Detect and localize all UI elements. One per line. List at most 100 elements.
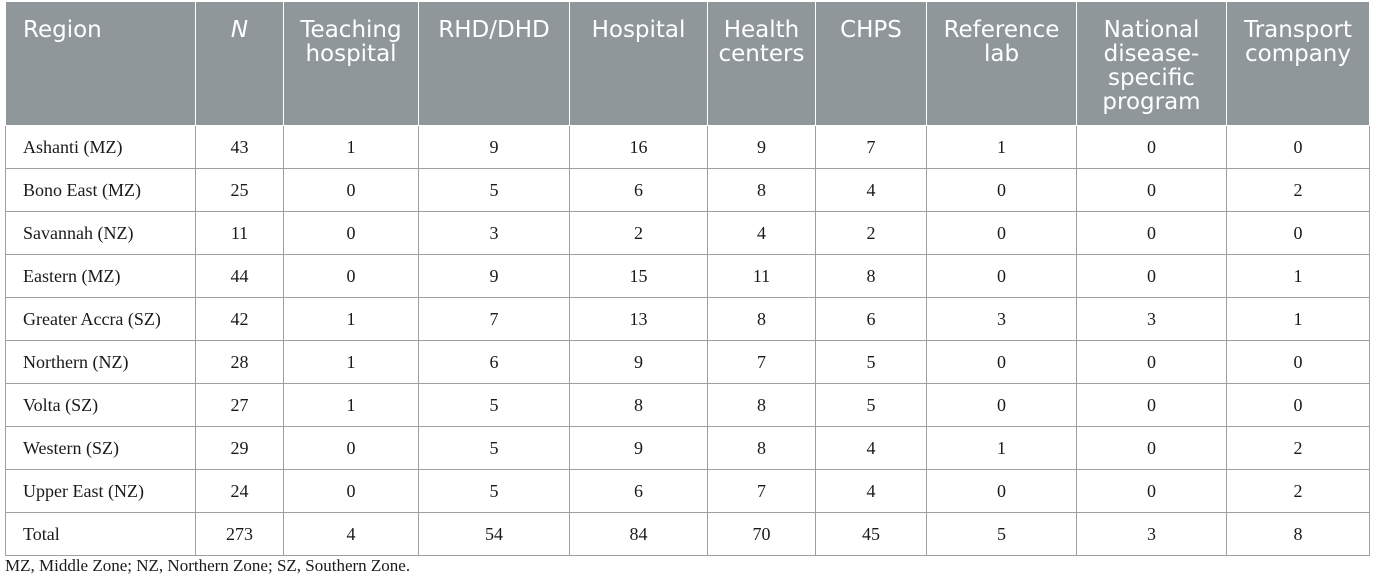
value-cell: 29	[195, 426, 284, 470]
value-cell: 5	[926, 512, 1077, 556]
value-cell: 0	[1076, 469, 1227, 513]
region-cell: Bono East (MZ)	[5, 168, 196, 212]
value-cell: 2	[1226, 168, 1370, 212]
value-cell: 1	[1226, 254, 1370, 298]
region-cell: Savannah (NZ)	[5, 211, 196, 255]
value-cell: 5	[418, 383, 570, 427]
value-cell: 2	[569, 211, 708, 255]
value-cell: 44	[195, 254, 284, 298]
value-cell: 8	[707, 383, 816, 427]
value-cell: 7	[418, 297, 570, 341]
region-cell: Northern (NZ)	[5, 340, 196, 384]
table-row: Upper East (NZ) 24 0 5 6 7 4 0 0 2	[5, 469, 1370, 513]
value-cell: 8	[707, 168, 816, 212]
value-cell: 1	[926, 426, 1077, 470]
value-cell: 43	[195, 125, 284, 169]
value-cell: 4	[707, 211, 816, 255]
header-row: Region N Teaching hospital RHD/DHD Hospi…	[5, 1, 1370, 126]
value-cell: 42	[195, 297, 284, 341]
header-chps: CHPS	[815, 1, 927, 126]
value-cell: 9	[418, 125, 570, 169]
value-cell: 0	[926, 469, 1077, 513]
value-cell: 6	[569, 469, 708, 513]
table-row: Northern (NZ) 28 1 6 9 7 5 0 0 0	[5, 340, 1370, 384]
value-cell: 0	[926, 383, 1077, 427]
value-cell: 5	[815, 383, 927, 427]
value-cell: 27	[195, 383, 284, 427]
value-cell: 13	[569, 297, 708, 341]
value-cell: 5	[418, 168, 570, 212]
value-cell: 16	[569, 125, 708, 169]
value-cell: 6	[569, 168, 708, 212]
value-cell: 7	[707, 469, 816, 513]
value-cell: 45	[815, 512, 927, 556]
table-row: Savannah (NZ) 11 0 3 2 4 2 0 0 0	[5, 211, 1370, 255]
value-cell: 11	[195, 211, 284, 255]
value-cell: 70	[707, 512, 816, 556]
value-cell: 1	[283, 125, 419, 169]
value-cell: 0	[1076, 211, 1227, 255]
value-cell: 4	[815, 469, 927, 513]
value-cell: 0	[1076, 125, 1227, 169]
value-cell: 15	[569, 254, 708, 298]
value-cell: 4	[283, 512, 419, 556]
table-header: Region N Teaching hospital RHD/DHD Hospi…	[5, 1, 1370, 126]
value-cell: 54	[418, 512, 570, 556]
value-cell: 9	[569, 340, 708, 384]
value-cell: 1	[283, 340, 419, 384]
header-teaching-hospital: Teaching hospital	[283, 1, 419, 126]
value-cell: 25	[195, 168, 284, 212]
header-hospital: Hospital	[569, 1, 708, 126]
value-cell: 1	[283, 297, 419, 341]
value-cell: 28	[195, 340, 284, 384]
value-cell: 0	[283, 426, 419, 470]
value-cell: 0	[926, 211, 1077, 255]
value-cell: 0	[1076, 168, 1227, 212]
value-cell: 0	[1226, 383, 1370, 427]
value-cell: 24	[195, 469, 284, 513]
value-cell: 1	[283, 383, 419, 427]
value-cell: 8	[707, 426, 816, 470]
header-region: Region	[5, 1, 196, 126]
value-cell: 8	[815, 254, 927, 298]
value-cell: 0	[1226, 340, 1370, 384]
header-national-program: National disease-specific program	[1076, 1, 1227, 126]
table-row: Bono East (MZ) 25 0 5 6 8 4 0 0 2	[5, 168, 1370, 212]
header-reference-lab: Reference lab	[926, 1, 1077, 126]
header-health-centers: Health centers	[707, 1, 816, 126]
value-cell: 11	[707, 254, 816, 298]
value-cell: 0	[1076, 426, 1227, 470]
value-cell: 0	[283, 254, 419, 298]
value-cell: 7	[815, 125, 927, 169]
value-cell: 0	[926, 340, 1077, 384]
value-cell: 0	[1076, 254, 1227, 298]
table-row: Volta (SZ) 27 1 5 8 8 5 0 0 0	[5, 383, 1370, 427]
value-cell: 0	[1226, 211, 1370, 255]
value-cell: 0	[1076, 383, 1227, 427]
value-cell: 3	[1076, 512, 1227, 556]
value-cell: 9	[418, 254, 570, 298]
table-row: Ashanti (MZ) 43 1 9 16 9 7 1 0 0	[5, 125, 1370, 169]
value-cell: 8	[707, 297, 816, 341]
table-footnote: MZ, Middle Zone; NZ, Northern Zone; SZ, …	[5, 556, 411, 575]
value-cell: 0	[926, 254, 1077, 298]
value-cell: 0	[1076, 340, 1227, 384]
value-cell: 2	[815, 211, 927, 255]
table-row: Western (SZ) 29 0 5 9 8 4 1 0 2	[5, 426, 1370, 470]
value-cell: 0	[926, 168, 1077, 212]
value-cell: 2	[1226, 426, 1370, 470]
total-row: Total 273 4 54 84 70 45 5 3 8	[5, 512, 1370, 556]
header-transport-company: Transport company	[1226, 1, 1370, 126]
table-row: Eastern (MZ) 44 0 9 15 11 8 0 0 1	[5, 254, 1370, 298]
value-cell: 84	[569, 512, 708, 556]
region-cell: Eastern (MZ)	[5, 254, 196, 298]
region-cell: Volta (SZ)	[5, 383, 196, 427]
value-cell: 7	[707, 340, 816, 384]
value-cell: 8	[1226, 512, 1370, 556]
region-cell: Western (SZ)	[5, 426, 196, 470]
value-cell: 0	[1226, 125, 1370, 169]
value-cell: 0	[283, 168, 419, 212]
region-facility-table: Region N Teaching hospital RHD/DHD Hospi…	[5, 1, 1370, 556]
header-rhd-dhd: RHD/DHD	[418, 1, 570, 126]
data-table-container: Region N Teaching hospital RHD/DHD Hospi…	[5, 1, 1370, 556]
